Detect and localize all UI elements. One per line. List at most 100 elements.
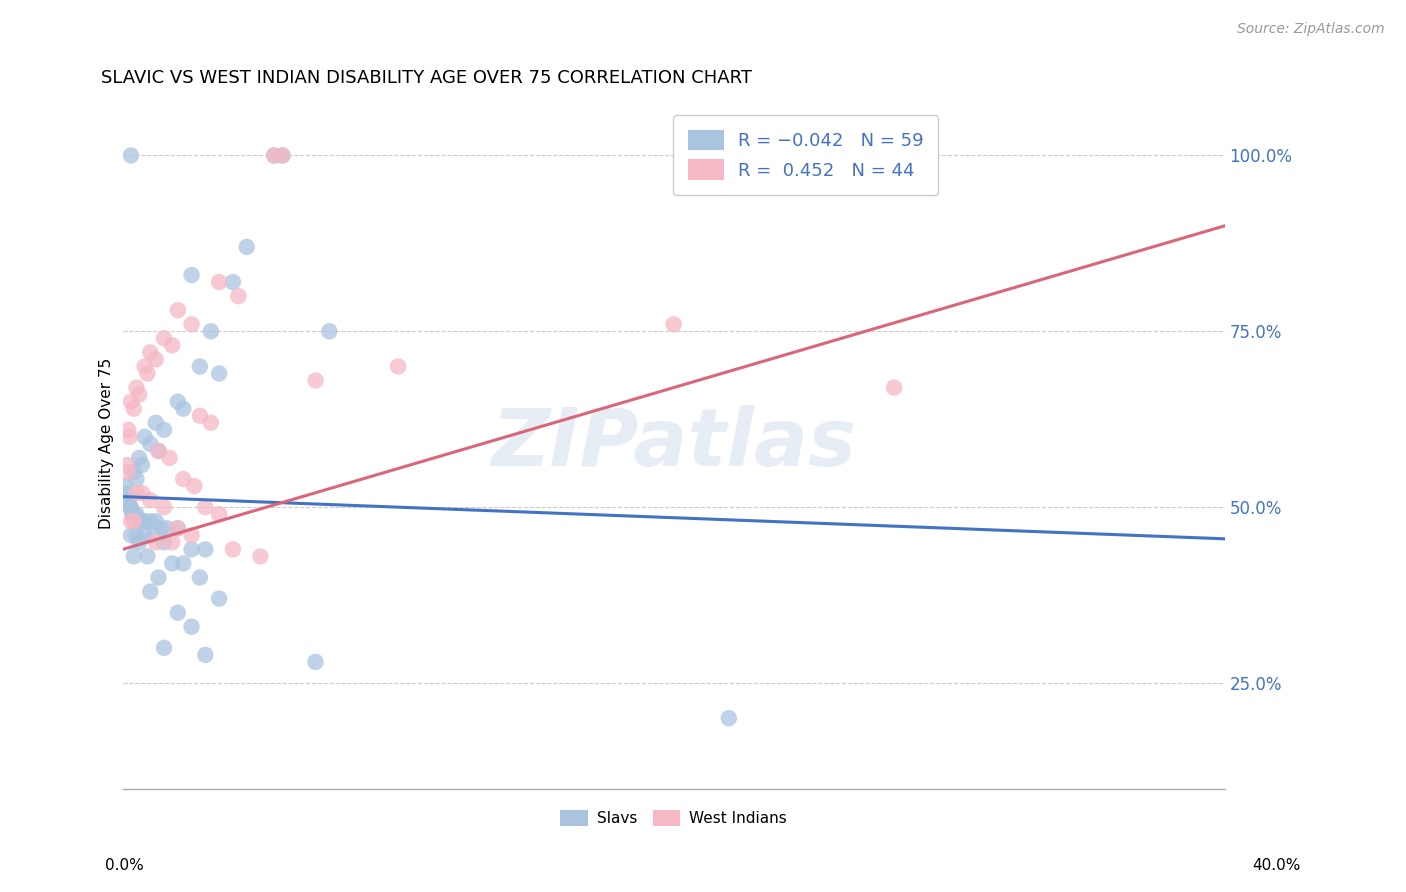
Point bbox=[139, 584, 162, 599]
Point bbox=[180, 542, 202, 557]
Point bbox=[118, 430, 141, 444]
Point bbox=[222, 275, 245, 289]
Point bbox=[134, 359, 156, 374]
Point bbox=[128, 514, 150, 528]
Point bbox=[136, 549, 159, 564]
Text: Source: ZipAtlas.com: Source: ZipAtlas.com bbox=[1237, 22, 1385, 37]
Point bbox=[122, 514, 145, 528]
Point bbox=[156, 521, 179, 535]
Point bbox=[125, 507, 148, 521]
Point bbox=[122, 549, 145, 564]
Point bbox=[125, 486, 148, 500]
Point bbox=[128, 387, 150, 401]
Point bbox=[200, 416, 222, 430]
Point bbox=[318, 324, 340, 338]
Point bbox=[180, 620, 202, 634]
Point bbox=[208, 367, 231, 381]
Point bbox=[208, 591, 231, 606]
Point bbox=[128, 450, 150, 465]
Point bbox=[180, 318, 202, 332]
Point bbox=[172, 557, 194, 571]
Point bbox=[166, 521, 188, 535]
Point bbox=[117, 423, 139, 437]
Point bbox=[166, 606, 188, 620]
Y-axis label: Disability Age Over 75: Disability Age Over 75 bbox=[100, 359, 114, 530]
Point bbox=[194, 542, 217, 557]
Point bbox=[131, 486, 153, 500]
Point bbox=[117, 465, 139, 479]
Point bbox=[194, 500, 217, 515]
Point bbox=[120, 394, 142, 409]
Point bbox=[172, 472, 194, 486]
Point bbox=[188, 409, 211, 423]
Point bbox=[122, 507, 145, 521]
Point bbox=[114, 479, 136, 493]
Point bbox=[228, 289, 250, 303]
Point bbox=[304, 374, 326, 388]
Point bbox=[125, 528, 148, 542]
Point bbox=[263, 148, 285, 162]
Point bbox=[200, 324, 222, 338]
Point bbox=[125, 472, 148, 486]
Point bbox=[153, 535, 176, 549]
Point bbox=[188, 359, 211, 374]
Point bbox=[717, 711, 740, 725]
Point bbox=[131, 458, 153, 472]
Point bbox=[150, 521, 173, 535]
Text: SLAVIC VS WEST INDIAN DISABILITY AGE OVER 75 CORRELATION CHART: SLAVIC VS WEST INDIAN DISABILITY AGE OVE… bbox=[101, 69, 752, 87]
Point bbox=[139, 493, 162, 508]
Text: 40.0%: 40.0% bbox=[1253, 858, 1301, 872]
Point bbox=[121, 507, 143, 521]
Point bbox=[142, 528, 165, 542]
Point bbox=[125, 381, 148, 395]
Point bbox=[115, 486, 138, 500]
Point bbox=[134, 514, 156, 528]
Point bbox=[120, 148, 142, 162]
Point bbox=[128, 535, 150, 549]
Point bbox=[194, 648, 217, 662]
Point bbox=[117, 493, 139, 508]
Point bbox=[122, 465, 145, 479]
Point bbox=[118, 500, 141, 515]
Point bbox=[166, 394, 188, 409]
Point bbox=[166, 303, 188, 318]
Point bbox=[148, 570, 170, 584]
Point bbox=[180, 268, 202, 282]
Point bbox=[263, 148, 285, 162]
Point bbox=[662, 318, 685, 332]
Point bbox=[131, 514, 153, 528]
Point bbox=[249, 549, 271, 564]
Point bbox=[162, 557, 184, 571]
Point bbox=[148, 443, 170, 458]
Point bbox=[134, 528, 156, 542]
Point bbox=[235, 240, 257, 254]
Point bbox=[115, 458, 138, 472]
Point bbox=[304, 655, 326, 669]
Point bbox=[145, 535, 167, 549]
Point bbox=[188, 570, 211, 584]
Point bbox=[139, 437, 162, 451]
Point bbox=[148, 443, 170, 458]
Text: ZIPatlas: ZIPatlas bbox=[491, 405, 856, 483]
Point bbox=[145, 352, 167, 367]
Point bbox=[136, 367, 159, 381]
Text: 0.0%: 0.0% bbox=[105, 858, 145, 872]
Point bbox=[166, 521, 188, 535]
Point bbox=[139, 345, 162, 359]
Point bbox=[180, 528, 202, 542]
Point bbox=[139, 514, 162, 528]
Legend: Slavs, West Indians: Slavs, West Indians bbox=[554, 805, 793, 832]
Point bbox=[153, 331, 176, 345]
Point bbox=[122, 401, 145, 416]
Point bbox=[153, 640, 176, 655]
Point bbox=[183, 479, 205, 493]
Point bbox=[153, 500, 176, 515]
Point bbox=[134, 430, 156, 444]
Point bbox=[208, 275, 231, 289]
Point bbox=[387, 359, 409, 374]
Point bbox=[162, 338, 184, 352]
Point bbox=[120, 514, 142, 528]
Point bbox=[153, 423, 176, 437]
Point bbox=[145, 416, 167, 430]
Point bbox=[159, 450, 181, 465]
